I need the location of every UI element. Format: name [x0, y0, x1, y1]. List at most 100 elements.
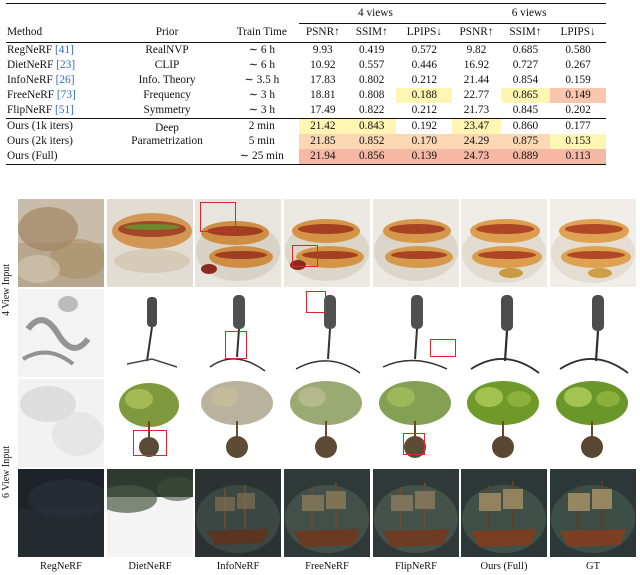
- mic-regnerf-image: [18, 289, 104, 377]
- prior-cell: RealNVP: [109, 42, 225, 58]
- hotdog-flipnerf-image: [373, 199, 459, 287]
- ssim6-cell: 0.685: [500, 42, 551, 58]
- col-label-flipnerf: FlipNeRF: [394, 561, 437, 572]
- lpips4-cell: 0.446: [411, 58, 438, 71]
- lpips6-cell: 0.113: [550, 149, 606, 165]
- hotdog-dietnerf-image: [107, 199, 193, 287]
- results-table-container: 4 views 6 views Method Prior Train Time …: [6, 3, 606, 165]
- lpips4-cell: 0.212: [411, 103, 438, 116]
- ficus-ours-image: [461, 379, 547, 467]
- ship-gt-image: [550, 469, 636, 557]
- hotdog-regnerf-image: [18, 199, 104, 287]
- psnr4-cell: 10.92: [310, 58, 336, 71]
- highlight-box: [403, 433, 425, 455]
- psnr4-cell: 17.83: [310, 73, 336, 86]
- ssim4-cell: 0.802: [359, 73, 385, 86]
- hotdog-infonerf-image: [195, 199, 281, 287]
- col-label-freenerf: FreeNeRF: [305, 561, 349, 572]
- highlight-box: [292, 245, 318, 267]
- ssim4-cell: 0.852: [347, 134, 397, 149]
- psnr6-cell: 16.92: [463, 58, 490, 71]
- ficus-dietnerf-image: [107, 379, 193, 467]
- ssim4-cell: 0.419: [347, 42, 397, 58]
- ssim6-cell: 0.889: [500, 149, 551, 165]
- psnr6-cell: 24.29: [452, 134, 501, 149]
- prior-cell: Info. Theory: [138, 73, 196, 86]
- time-cell: 5 min: [248, 134, 275, 147]
- method-name: Ours (1k iters): [6, 118, 110, 134]
- table-row: FlipNeRF [51] Symmetry ∼ 3 h 17.49 0.822…: [6, 103, 606, 119]
- psnr4-cell: 21.42: [298, 118, 348, 134]
- highlight-box: [133, 430, 167, 456]
- table-row: DietNeRF [23] CLIP ∼ 6 h 10.92 0.557 0.4…: [6, 58, 606, 73]
- table-row-ours-full: Ours (Full) ∼ 25 min 21.94 0.856 0.139 2…: [6, 149, 606, 165]
- psnr6-cell: 23.47: [452, 118, 501, 134]
- time-cell: ∼ 6 h: [224, 42, 299, 58]
- ssim6-cell: 0.860: [500, 118, 551, 134]
- psnr4-cell: 17.49: [310, 103, 336, 116]
- method-name: FlipNeRF [51]: [7, 103, 74, 116]
- lpips6-cell: 0.149: [550, 88, 606, 103]
- header-lpips-6: LPIPS↓: [560, 26, 596, 39]
- prior-cell-parametrization: Parametrization: [131, 134, 203, 147]
- highlight-box: [225, 331, 247, 359]
- mic-flipnerf-image: [373, 289, 459, 377]
- psnr6-cell: 9.82: [452, 42, 501, 58]
- ship-dietnerf-image: [107, 469, 193, 557]
- prior-cell: Symmetry: [143, 103, 191, 116]
- ship-freenerf-image: [284, 469, 370, 557]
- mic-ours-image: [461, 289, 547, 377]
- psnr6-cell: 21.44: [463, 73, 490, 86]
- ssim6-cell: 0.845: [512, 103, 539, 116]
- method-name: Ours (2k iters): [7, 134, 73, 147]
- psnr6-cell: 22.77: [463, 88, 490, 101]
- col-label-ours: Ours (Full): [480, 561, 528, 572]
- col-label-gt: GT: [586, 561, 600, 572]
- ssim4-cell: 0.822: [359, 103, 385, 116]
- header-ssim-4: SSIM↑: [355, 26, 388, 39]
- table-row: RegNeRF [41] RealNVP ∼ 6 h 9.93 0.419 0.…: [6, 42, 606, 58]
- psnr6-cell: 21.73: [463, 103, 490, 116]
- results-table: 4 views 6 views Method Prior Train Time …: [6, 3, 606, 165]
- ship-infonerf-image: [195, 469, 281, 557]
- header-psnr-6: PSNR↑: [459, 26, 494, 39]
- prior-cell: CLIP: [154, 58, 180, 71]
- time-cell: ∼ 3.5 h: [244, 73, 280, 86]
- psnr4-cell: 21.85: [298, 134, 348, 149]
- ssim4-cell: 0.843: [347, 118, 397, 134]
- psnr4-cell: 21.94: [298, 149, 348, 165]
- qualitative-figure: [18, 199, 640, 557]
- ssim6-cell: 0.727: [512, 58, 539, 71]
- table-row: FreeNeRF [73] Frequency ∼ 3 h 18.81 0.80…: [6, 88, 606, 103]
- time-cell: 2 min: [224, 118, 299, 134]
- psnr6-cell: 24.73: [452, 149, 501, 165]
- highlight-box: [306, 291, 326, 313]
- header-6-views: 6 views: [452, 3, 606, 24]
- psnr4-cell: 18.81: [310, 88, 336, 101]
- lpips4-cell: 0.188: [396, 88, 453, 103]
- ficus-gt-image: [550, 379, 636, 467]
- method-name: RegNeRF [41]: [6, 42, 110, 58]
- row-label-6-view: 6 View Input: [1, 446, 12, 498]
- col-label-infonerf: InfoNeRF: [216, 561, 260, 572]
- ssim4-cell: 0.856: [347, 149, 397, 165]
- time-cell: ∼ 3 h: [248, 103, 275, 116]
- mic-dietnerf-image: [107, 289, 193, 377]
- hotdog-freenerf-image: [284, 199, 370, 287]
- ship-regnerf-image: [18, 469, 104, 557]
- psnr4-cell: 9.93: [298, 42, 348, 58]
- lpips6-cell: 0.159: [565, 73, 591, 86]
- method-name: InfoNeRF [26]: [7, 73, 75, 86]
- time-cell: ∼ 6 h: [248, 58, 275, 71]
- lpips4-cell: 0.572: [396, 42, 453, 58]
- table-row-ours-2k: Ours (2k iters) Parametrization 5 min 21…: [6, 134, 606, 149]
- lpips6-cell: 0.153: [550, 134, 606, 149]
- ssim4-cell: 0.557: [359, 58, 385, 71]
- ficus-freenerf-image: [284, 379, 370, 467]
- highlight-box: [430, 339, 456, 357]
- lpips4-cell: 0.139: [396, 149, 453, 165]
- col-label-dietnerf: DietNeRF: [128, 561, 172, 572]
- table-row-ours-1k: Ours (1k iters) Deep 2 min 21.42 0.843 0…: [6, 118, 606, 134]
- lpips4-cell: 0.192: [396, 118, 453, 134]
- header-prior: Prior: [155, 26, 179, 39]
